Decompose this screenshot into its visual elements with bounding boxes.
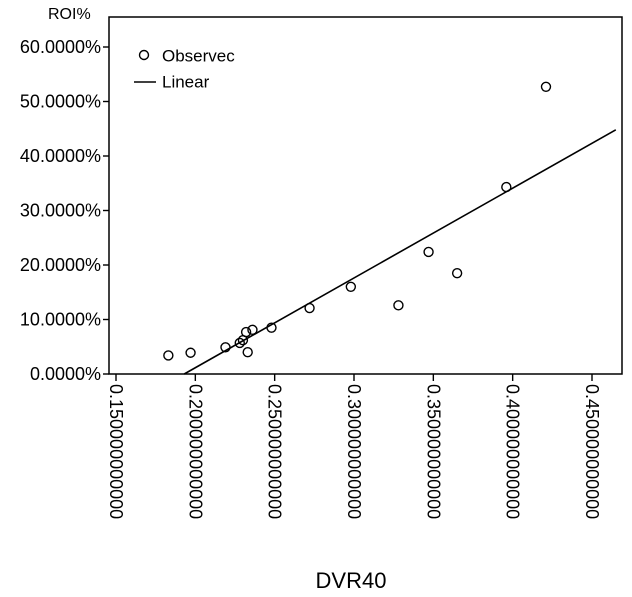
plot-area <box>108 16 623 375</box>
x-axis-ticks: 0.150000000000 0.200000000000 0.2500000000… <box>106 374 602 519</box>
observed-points <box>163 81 552 361</box>
y-axis-ticks: 0.0000% 10.0000% 20.0000% 30.0000% 40.0000% 5… <box>20 37 109 384</box>
legend: Observec Linear <box>134 47 235 92</box>
data-point <box>345 281 357 292</box>
x-tick-label: 0.400000000000 <box>503 384 523 519</box>
y-tick-label: 20.0000% <box>20 255 101 275</box>
y-tick-label: 30.0000% <box>20 201 101 221</box>
data-point <box>501 181 512 193</box>
x-tick-label: 0.150000000000 <box>106 384 126 519</box>
x-tick-label: 0.200000000000 <box>185 384 205 519</box>
x-tick-label: 0.450000000000 <box>582 384 602 519</box>
x-tick-label: 0.250000000000 <box>265 384 285 519</box>
y-tick-label: 50.0000% <box>20 92 101 112</box>
data-point <box>185 347 196 358</box>
data-point <box>247 324 258 336</box>
data-point <box>240 326 252 338</box>
data-point <box>220 342 231 353</box>
x-axis-label: DVR40 <box>316 568 387 593</box>
y-tick-label: 40.0000% <box>20 146 101 166</box>
y-tick-label: 10.0000% <box>20 310 101 330</box>
legend-observed-label: Observec <box>162 47 235 66</box>
legend-observed-marker <box>138 49 150 61</box>
x-tick-label: 0.300000000000 <box>344 384 364 519</box>
legend-linear-label: Linear <box>162 73 210 92</box>
y-axis-label: ROI% <box>48 6 91 23</box>
y-tick-label: 60.0000% <box>20 37 101 57</box>
data-point <box>451 267 463 279</box>
data-point <box>304 302 315 314</box>
data-point <box>540 81 552 92</box>
data-point <box>234 337 245 349</box>
data-point <box>163 350 174 361</box>
x-tick-label: 0.350000000000 <box>423 384 443 519</box>
data-point <box>242 347 253 358</box>
y-tick-label: 0.0000% <box>30 364 101 384</box>
data-point <box>393 300 404 311</box>
data-point <box>423 246 434 258</box>
data-point <box>266 322 277 333</box>
